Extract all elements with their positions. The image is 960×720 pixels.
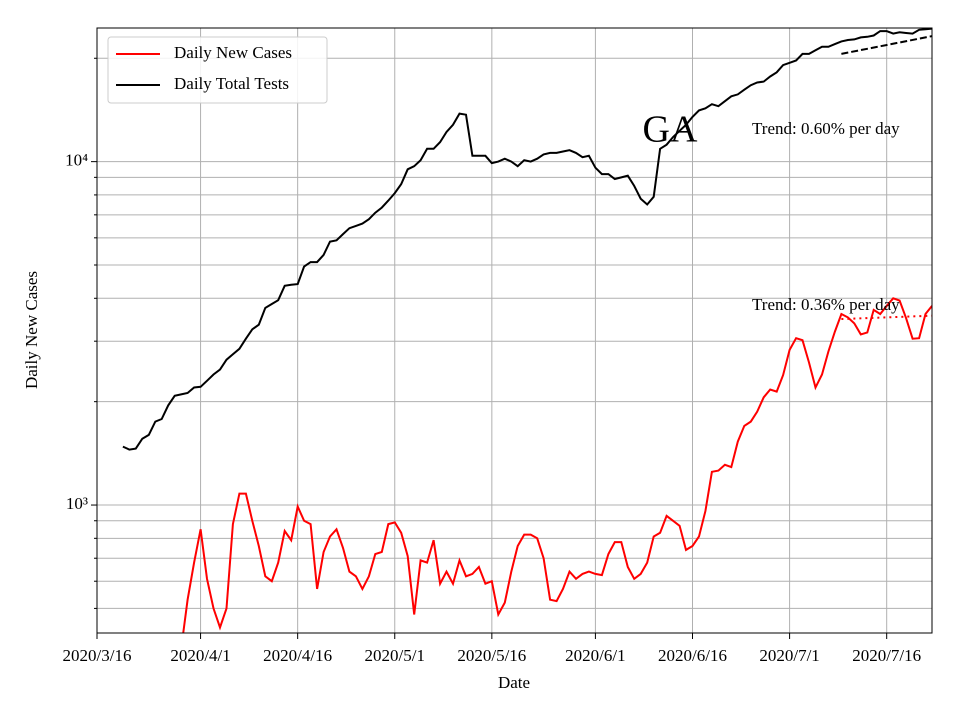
legend-box: [107, 36, 328, 104]
legend-label: Daily New Cases: [174, 43, 292, 62]
x-axis-label: Date: [498, 673, 530, 692]
annotation: Trend: 0.36% per day: [752, 295, 900, 314]
x-tick-label: 2020/5/1: [365, 646, 425, 665]
x-tick-label: 2020/3/16: [63, 646, 132, 665]
trend-line: [841, 35, 932, 55]
x-tick-label: 2020/6/1: [565, 646, 625, 665]
annotation: Trend: 0.60% per day: [752, 119, 900, 138]
y-tick-label: 10³: [66, 494, 88, 513]
x-tick-label: 2020/7/1: [759, 646, 819, 665]
y-tick-label: 10⁴: [65, 151, 88, 170]
legend-label: Daily Total Tests: [174, 74, 289, 93]
series-line: [182, 297, 932, 633]
x-tick-label: 2020/4/1: [170, 646, 230, 665]
chart-title: GA: [643, 109, 698, 151]
x-tick-label: 2020/6/16: [658, 646, 727, 665]
x-tick-label: 2020/5/16: [457, 646, 526, 665]
x-tick-label: 2020/7/16: [852, 646, 921, 665]
plot-area: [122, 28, 932, 633]
series-line: [122, 28, 932, 451]
x-tick-label: 2020/4/16: [263, 646, 332, 665]
plot-frame: [96, 27, 933, 634]
y-axis-label: Daily New Cases: [22, 271, 41, 389]
